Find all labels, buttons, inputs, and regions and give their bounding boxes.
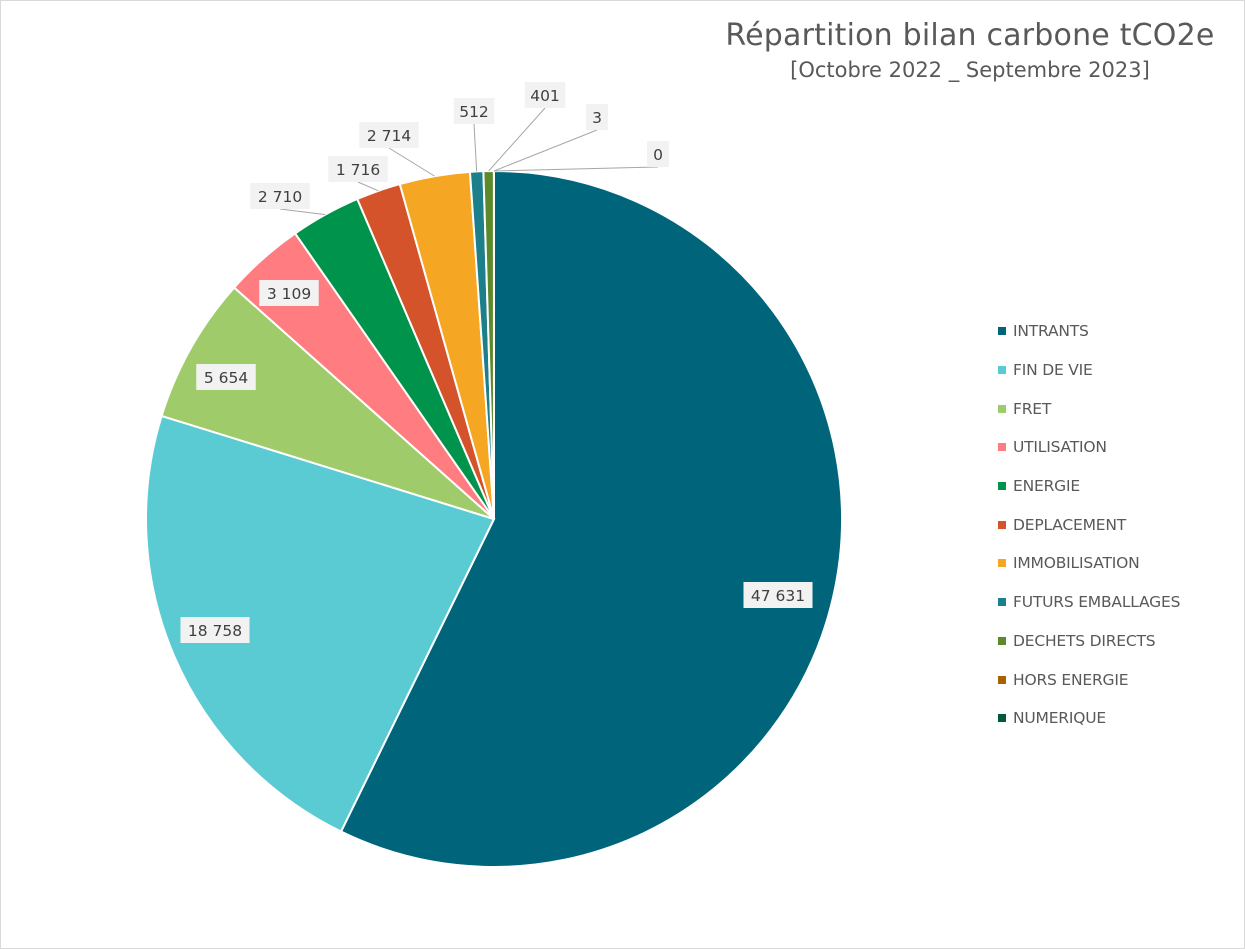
data-label: 5 654 xyxy=(204,369,248,387)
chart-title: Répartition bilan carbone tCO2e xyxy=(725,18,1215,53)
legend-item: IMMOBILISATION xyxy=(998,544,1180,583)
data-label-box xyxy=(647,141,669,167)
data-label-box xyxy=(524,82,566,108)
legend-label: FIN DE VIE xyxy=(1013,361,1093,380)
legend-swatch xyxy=(998,598,1006,607)
legend-swatch xyxy=(998,482,1006,491)
legend-label: DECHETS DIRECTS xyxy=(1013,631,1156,650)
legend: INTRANTS FIN DE VIE FRET UTILISATION ENERGIE… xyxy=(998,312,1180,738)
pie-slice-fin-de-vie xyxy=(145,414,496,833)
legend-item: NUMERIQUE xyxy=(998,699,1180,738)
legend-swatch xyxy=(998,404,1006,413)
data-label-box xyxy=(328,156,388,182)
data-label: 3 xyxy=(592,109,602,127)
legend-label: INTRANTS xyxy=(1013,322,1089,341)
data-label: 512 xyxy=(459,103,489,121)
chart-subtitle: [Octobre 2022 _ Septembre 2023] xyxy=(790,58,1150,82)
pie-slice-intrants xyxy=(339,169,843,868)
legend-item: ENERGIE xyxy=(998,467,1180,506)
leader-line xyxy=(488,107,546,172)
legend-swatch xyxy=(998,366,1006,375)
leader-line xyxy=(493,129,598,172)
legend-item: FIN DE VIE xyxy=(998,351,1180,390)
data-label: 401 xyxy=(530,87,560,105)
legend-item: HORS ENERGIE xyxy=(998,660,1180,699)
pie-slices xyxy=(145,169,843,868)
leader-line xyxy=(473,123,478,172)
legend-label: ENERGIE xyxy=(1013,477,1080,496)
legend-item: INTRANTS xyxy=(998,312,1180,351)
data-label-box xyxy=(743,582,813,608)
data-labels: 47 631 18 758 5 654 3 109 2 710 1 716 2 714 512… xyxy=(180,82,813,643)
data-label-box xyxy=(359,122,419,148)
legend-item: FRET xyxy=(998,389,1180,428)
legend-label: NUMERIQUE xyxy=(1013,709,1106,728)
legend-item: UTILISATION xyxy=(998,428,1180,467)
data-label-box xyxy=(453,98,495,124)
legend-swatch xyxy=(998,636,1006,645)
data-label: 18 758 xyxy=(188,622,242,640)
legend-swatch xyxy=(998,327,1006,336)
legend-swatch xyxy=(998,714,1006,723)
data-label: 2 710 xyxy=(258,188,302,206)
data-label: 1 716 xyxy=(336,161,380,179)
data-label: 47 631 xyxy=(751,587,805,605)
data-label: 0 xyxy=(653,146,663,164)
legend-swatch xyxy=(998,520,1006,529)
legend-swatch xyxy=(998,675,1006,684)
data-label: 2 714 xyxy=(367,127,411,145)
legend-label: FRET xyxy=(1013,399,1052,418)
legend-item: DECHETS DIRECTS xyxy=(998,622,1180,661)
legend-label: HORS ENERGIE xyxy=(1013,670,1129,689)
leader-lines xyxy=(279,107,659,216)
data-label-box xyxy=(259,280,319,306)
leader-line xyxy=(493,166,659,172)
data-label-box xyxy=(196,364,256,390)
data-label-box xyxy=(180,617,250,643)
legend-label: UTILISATION xyxy=(1013,438,1107,457)
legend-swatch xyxy=(998,559,1006,568)
legend-item: FUTURS EMBALLAGES xyxy=(998,583,1180,622)
legend-label: FUTURS EMBALLAGES xyxy=(1013,593,1181,612)
leader-line xyxy=(388,147,435,177)
leader-line xyxy=(357,181,379,192)
pie-slice-fret xyxy=(160,286,495,520)
legend-label: DEPLACEMENT xyxy=(1013,515,1127,534)
data-label: 3 109 xyxy=(267,285,311,303)
data-label-box xyxy=(250,183,310,209)
leader-line xyxy=(279,208,326,216)
legend-item: DEPLACEMENT xyxy=(998,505,1180,544)
data-label-box xyxy=(586,104,608,130)
legend-label: IMMOBILISATION xyxy=(1013,554,1140,573)
legend-swatch xyxy=(998,443,1006,452)
